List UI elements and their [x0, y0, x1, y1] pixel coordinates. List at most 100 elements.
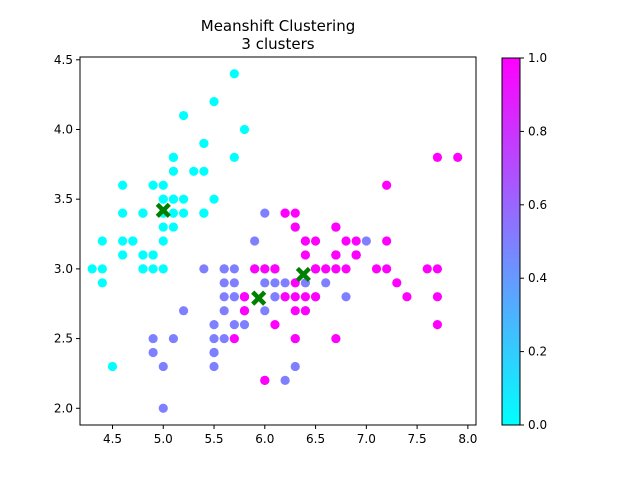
data-point	[118, 208, 128, 218]
data-point	[209, 333, 219, 344]
colorbar-tick-label: 0.8	[528, 124, 547, 138]
data-point	[178, 208, 189, 218]
data-point	[138, 208, 148, 218]
data-point	[209, 194, 219, 204]
data-point	[158, 222, 168, 232]
data-point	[148, 347, 158, 358]
colorbar-tick-label: 0.0	[528, 418, 547, 432]
chart-subtitle: 3 clusters	[241, 35, 314, 53]
data-point	[239, 306, 250, 316]
data-point	[158, 264, 168, 274]
y-tick-label: 4.0	[54, 122, 73, 136]
data-point	[361, 236, 371, 246]
data-point	[97, 236, 107, 246]
cluster-centers	[155, 202, 311, 306]
data-point	[260, 264, 270, 274]
data-point	[87, 264, 97, 274]
data-point	[168, 166, 179, 176]
data-point	[270, 320, 280, 330]
data-point	[300, 250, 311, 260]
colorbar-tick-label: 0.4	[528, 271, 547, 285]
data-point	[300, 306, 311, 316]
data-point	[118, 180, 128, 190]
cluster-center-marker	[155, 202, 171, 218]
data-point	[270, 278, 280, 288]
y-tick-label: 3.0	[54, 262, 73, 276]
data-point	[229, 69, 239, 79]
data-point	[290, 292, 300, 302]
data-point	[341, 292, 351, 302]
data-point	[290, 361, 300, 372]
x-tick-label: 5.0	[154, 432, 173, 446]
data-point	[219, 306, 229, 316]
data-point	[300, 292, 311, 302]
data-point	[290, 222, 300, 232]
data-point	[270, 264, 280, 274]
x-tick-label: 6.0	[255, 432, 274, 446]
data-point	[331, 250, 341, 260]
data-point	[138, 264, 148, 274]
data-point	[239, 124, 250, 135]
data-point	[209, 97, 219, 107]
data-point	[219, 292, 229, 302]
data-point	[432, 264, 443, 274]
data-point	[260, 208, 270, 218]
data-point	[432, 320, 443, 330]
colorbar-tick-label: 0.2	[528, 345, 547, 359]
data-point	[382, 180, 392, 190]
cluster-center-marker	[295, 266, 311, 283]
y-tick-label: 2.0	[54, 401, 73, 415]
x-tick-label: 4.5	[103, 432, 122, 446]
data-point	[158, 236, 168, 246]
data-point	[290, 306, 300, 316]
data-point	[178, 194, 189, 204]
data-point	[260, 375, 270, 385]
colorbar-gradient	[502, 58, 520, 425]
data-point	[351, 250, 361, 260]
data-point	[280, 292, 290, 302]
cluster-center-marker	[251, 290, 267, 306]
data-point	[341, 236, 351, 246]
data-point	[382, 236, 392, 246]
data-point	[118, 236, 128, 246]
data-point	[239, 292, 250, 302]
data-point	[209, 361, 219, 372]
x-tick-label: 6.5	[306, 432, 325, 446]
data-point	[219, 278, 229, 288]
data-point	[371, 264, 382, 274]
data-point	[199, 138, 209, 149]
data-point	[229, 264, 239, 274]
data-point	[97, 278, 107, 288]
data-point	[310, 264, 321, 274]
y-tick-label: 4.5	[54, 53, 73, 67]
data-point	[178, 306, 189, 316]
data-point	[158, 403, 168, 413]
data-point	[270, 292, 280, 302]
plot-area	[79, 56, 477, 426]
data-point	[199, 264, 209, 274]
data-point	[158, 361, 168, 372]
data-point	[250, 236, 260, 246]
colorbar-tick-label: 1.0	[528, 51, 547, 65]
data-point	[331, 333, 341, 344]
data-point	[158, 180, 168, 190]
x-tick-label: 7.5	[408, 432, 427, 446]
data-point	[290, 333, 300, 344]
data-point	[229, 152, 239, 162]
data-point	[280, 208, 290, 218]
data-point	[138, 250, 148, 260]
data-point	[128, 236, 138, 246]
colorbar-tick-label: 0.6	[528, 198, 547, 212]
plot-frame	[79, 56, 477, 426]
data-point	[229, 292, 239, 302]
data-point	[158, 194, 168, 204]
y-tick-label: 2.5	[54, 332, 73, 346]
data-point	[148, 264, 158, 274]
data-point	[321, 264, 331, 274]
data-point	[178, 110, 189, 121]
data-point	[107, 361, 118, 372]
data-point	[453, 152, 463, 162]
data-point	[229, 320, 239, 330]
